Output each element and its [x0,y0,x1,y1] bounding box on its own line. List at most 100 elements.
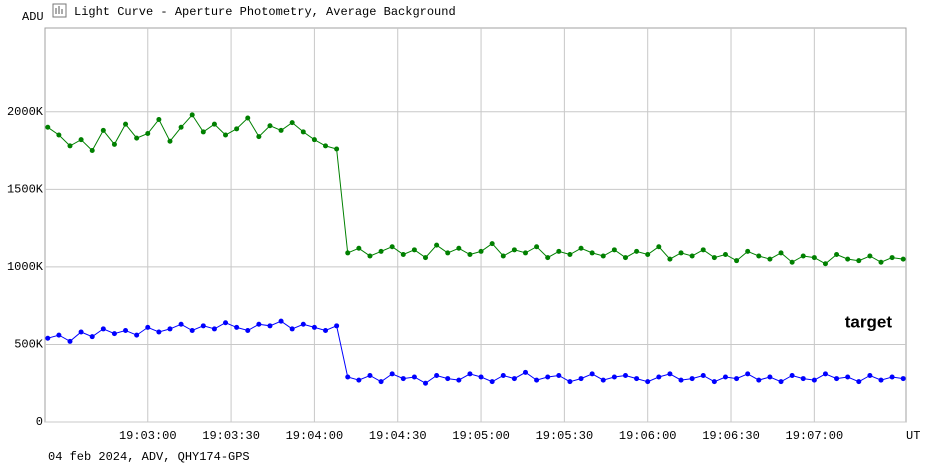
data-point [123,121,129,127]
data-point [811,255,817,261]
data-point [245,115,251,121]
data-point [245,327,251,333]
data-point [178,124,184,130]
data-point [467,371,473,377]
data-point [900,256,906,262]
data-point [900,376,906,382]
data-point [167,138,173,144]
data-point [389,371,395,377]
data-point [634,376,640,382]
data-point [489,379,495,385]
data-point [845,374,851,380]
data-point [156,329,162,335]
data-point [689,253,695,259]
data-point [234,126,240,132]
data-point [323,327,329,333]
data-point [578,376,584,382]
data-point [300,321,306,327]
data-point [511,247,517,253]
data-point [200,129,206,135]
data-point [667,371,673,377]
data-point [67,338,73,344]
data-point [189,112,195,118]
data-point [478,248,484,254]
data-point [134,135,140,141]
data-point [156,117,162,123]
data-point [467,251,473,257]
data-point [145,324,151,330]
footer: 04 feb 2024, ADV, QHY174-GPS [48,450,250,464]
data-point [145,130,151,136]
data-point [445,376,451,382]
y-tick-label: 1500K [7,182,44,196]
data-point [645,251,651,257]
x-tick-label: 19:03:30 [202,429,260,443]
chart-icon-glyph [55,6,63,14]
data-point [423,380,429,386]
y-tick-label: 500K [14,338,44,352]
data-point [867,253,873,259]
data-point [100,326,106,332]
y-tick-label: 1000K [7,260,44,274]
data-point [656,244,662,250]
data-point [734,258,740,264]
data-point [78,329,84,335]
data-point [134,332,140,338]
data-point [722,251,728,257]
data-point [367,253,373,259]
data-point [800,376,806,382]
data-point [522,250,528,256]
data-point [434,372,440,378]
data-point [267,323,273,329]
data-point [200,323,206,329]
data-point [500,253,506,259]
data-point [845,256,851,262]
data-point [45,335,51,341]
data-point [667,256,673,262]
data-point [856,379,862,385]
x-tick-label: 19:05:00 [452,429,510,443]
data-point [767,256,773,262]
data-point [611,247,617,253]
data-point [211,326,217,332]
data-point [700,247,706,253]
data-point [778,250,784,256]
data-point [700,372,706,378]
data-point [789,259,795,265]
data-point [300,129,306,135]
data-point [600,253,606,259]
data-point [878,377,884,383]
data-point [567,379,573,385]
data-point [511,376,517,382]
data-point [556,248,562,254]
data-point [100,127,106,133]
data-point [456,245,462,251]
data-point [167,326,173,332]
data-point [834,251,840,257]
data-point [878,259,884,265]
x-axis-label: UT [906,429,920,443]
y-tick-label: 0 [36,415,43,429]
data-point [311,137,317,143]
data-point [56,132,62,138]
data-point [856,258,862,264]
data-point [734,376,740,382]
data-point [400,251,406,257]
data-point [367,372,373,378]
data-point [356,377,362,383]
x-tick-label: 19:04:00 [286,429,344,443]
data-point [67,143,73,149]
data-point [89,148,95,154]
data-point [478,374,484,380]
x-tick-label: 19:03:00 [119,429,177,443]
data-point [56,332,62,338]
data-point [545,255,551,261]
data-point [722,374,728,380]
data-point [89,334,95,340]
x-tick-label: 19:06:00 [619,429,677,443]
data-point [578,245,584,251]
data-point [323,143,329,149]
data-point [489,241,495,247]
